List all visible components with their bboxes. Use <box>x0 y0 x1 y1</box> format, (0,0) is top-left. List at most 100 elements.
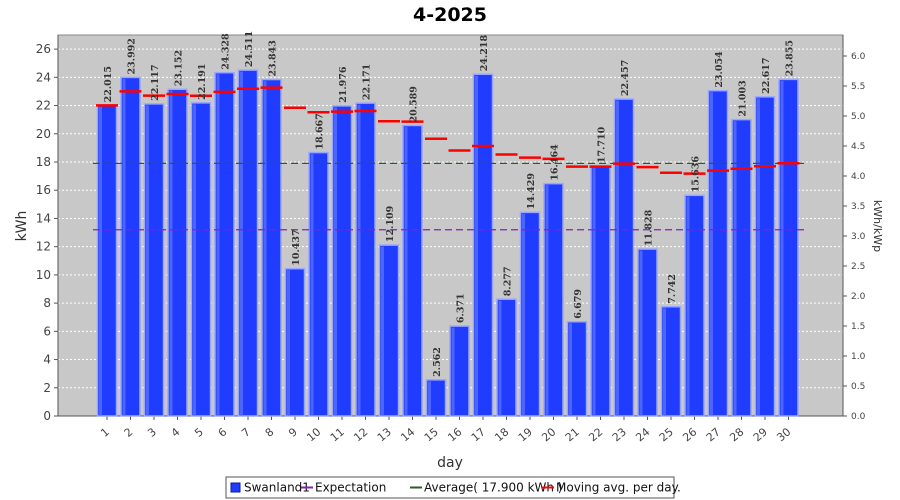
bar <box>519 211 541 417</box>
legend-swatch <box>230 482 241 493</box>
bar-highlight <box>451 327 455 416</box>
bar <box>378 244 400 417</box>
x-tick-label: 1 <box>98 425 112 439</box>
bar-highlight <box>639 250 643 416</box>
bar <box>308 151 329 417</box>
bar <box>261 78 282 417</box>
y-tick-label: 0 <box>43 409 51 423</box>
x-axis-title: day <box>437 455 463 471</box>
bar <box>754 96 776 417</box>
bar <box>167 88 188 417</box>
y-tick-label: 18 <box>36 155 51 169</box>
x-tick-label: 29 <box>751 425 770 444</box>
x-tick-label: 2 <box>122 425 136 439</box>
bar-value-label: 22.117 <box>150 65 161 101</box>
bar <box>190 102 212 417</box>
bar-value-label: 23.855 <box>785 40 796 76</box>
x-tick-label: 19 <box>516 425 535 444</box>
bar <box>472 73 494 417</box>
bar-value-label: 17.710 <box>597 126 608 163</box>
x-tick-label: 27 <box>704 425 723 444</box>
bar-value-label: 8.277 <box>503 266 514 296</box>
legend: Swanland1 Expectation Average( 17.900 kWh … <box>225 476 681 499</box>
bar-value-label: 21.976 <box>338 66 349 103</box>
y-tick-label: 20 <box>36 127 51 141</box>
y-tick-label: 14 <box>36 211 51 225</box>
x-tick-label: 20 <box>539 425 558 444</box>
y2-tick-label: 0.5 <box>851 382 865 392</box>
bar-value-label: 22.617 <box>761 57 772 93</box>
legend-item-moving-avg: Moving avg. per day. <box>556 481 681 495</box>
bar-value-label: 22.015 <box>103 66 114 102</box>
bar-highlight <box>216 74 220 416</box>
x-tick-label: 18 <box>492 425 511 444</box>
legend-item-swanland1: Swanland1 <box>244 481 310 495</box>
bar-highlight <box>193 104 196 416</box>
y2-tick-label: 1.5 <box>851 322 865 332</box>
bar-highlight <box>616 100 619 416</box>
x-tick-label: 8 <box>263 425 277 439</box>
bar-value-label: 16.464 <box>550 144 561 181</box>
x-tick-label: 30 <box>774 425 793 444</box>
bar-highlight <box>686 196 690 416</box>
bar-highlight <box>334 107 337 416</box>
bar-value-label: 14.429 <box>526 173 537 210</box>
bar-highlight <box>146 105 149 417</box>
y2-tick-label: 5.5 <box>851 82 865 92</box>
x-tick-label: 11 <box>328 425 347 444</box>
x-tick-label: 21 <box>563 425 582 444</box>
bar-highlight <box>733 121 737 417</box>
x-tick-label: 28 <box>727 425 746 444</box>
bar <box>120 76 141 417</box>
bar <box>660 306 682 417</box>
bar <box>355 102 376 417</box>
y2-tick-label: 4.0 <box>851 172 866 182</box>
y2-axis-title: kWh/kWp <box>871 200 884 252</box>
x-tick-label: 26 <box>680 425 699 444</box>
bar-highlight <box>287 270 290 416</box>
x-tick-label: 3 <box>145 425 159 439</box>
bar <box>402 124 423 417</box>
x-tick-label: 13 <box>375 425 394 444</box>
y2-tick-label: 1.0 <box>851 352 866 362</box>
y-tick-label: 2 <box>43 381 51 395</box>
bar <box>237 69 259 417</box>
legend-item-average: Average( 17.900 kWh ) <box>424 481 563 495</box>
y-axis-title: kWh <box>14 211 30 242</box>
x-tick-label: 16 <box>445 425 464 444</box>
bar-highlight <box>498 300 502 416</box>
bar-highlight <box>780 80 784 416</box>
bar-value-label: 23.152 <box>174 50 185 86</box>
bar-value-label: 22.191 <box>197 64 208 100</box>
bar <box>331 105 353 417</box>
bar-highlight <box>428 381 431 416</box>
bar-value-label: 11.828 <box>644 209 655 246</box>
x-tick-label: 9 <box>286 425 300 439</box>
bar-value-label: 6.679 <box>573 289 584 319</box>
bar-highlight <box>592 167 596 416</box>
y2-tick-label: 3.5 <box>851 202 865 212</box>
y-tick-label: 12 <box>36 240 51 254</box>
y2-tick-label: 2.5 <box>851 262 865 272</box>
bar-highlight <box>99 106 102 417</box>
y2-tick-label: 0.0 <box>851 412 866 422</box>
bar-value-label: 12.109 <box>385 205 396 242</box>
bar <box>637 248 658 417</box>
bar <box>284 267 306 417</box>
bar-highlight <box>404 126 408 416</box>
bar-value-label: 20.589 <box>409 86 420 123</box>
x-tick-label: 15 <box>422 425 441 444</box>
bar-value-label: 18.667 <box>315 113 326 149</box>
bar <box>449 325 470 417</box>
x-tick-label: 10 <box>304 425 323 444</box>
bar-highlight <box>710 92 713 417</box>
bar-highlight <box>569 323 572 416</box>
reference-lines <box>93 162 808 231</box>
legend-item-expectation: Expectation <box>315 481 386 495</box>
bar-value-label: 10.437 <box>291 229 302 265</box>
bar-value-label: 2.562 <box>432 347 443 377</box>
bar <box>425 379 447 417</box>
y-tick-label: 26 <box>36 42 51 56</box>
bar-highlight <box>522 213 525 416</box>
